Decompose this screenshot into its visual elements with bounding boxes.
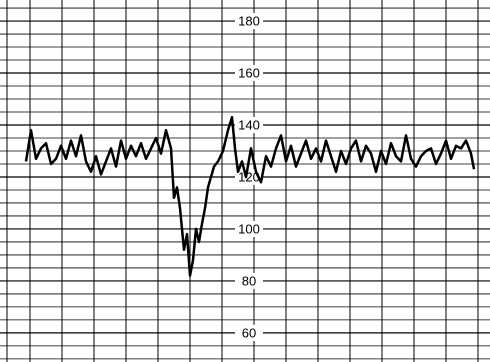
tick-label-background — [235, 65, 263, 82]
tick-label-background — [235, 116, 263, 133]
y-tick-label: 60 — [242, 325, 256, 340]
y-tick-label: 100 — [238, 221, 260, 236]
y-tick-label: 80 — [242, 273, 256, 288]
tick-label-background — [235, 13, 263, 30]
trace-line — [24, 115, 476, 277]
tick-label-background — [235, 272, 263, 289]
y-tick-label: 180 — [238, 13, 260, 28]
tick-label-background — [235, 324, 263, 341]
y-tick-label: 120 — [238, 169, 260, 184]
y-tick-label: 160 — [238, 65, 260, 80]
tick-label-background — [235, 220, 263, 237]
y-tick-label: 140 — [238, 117, 260, 132]
